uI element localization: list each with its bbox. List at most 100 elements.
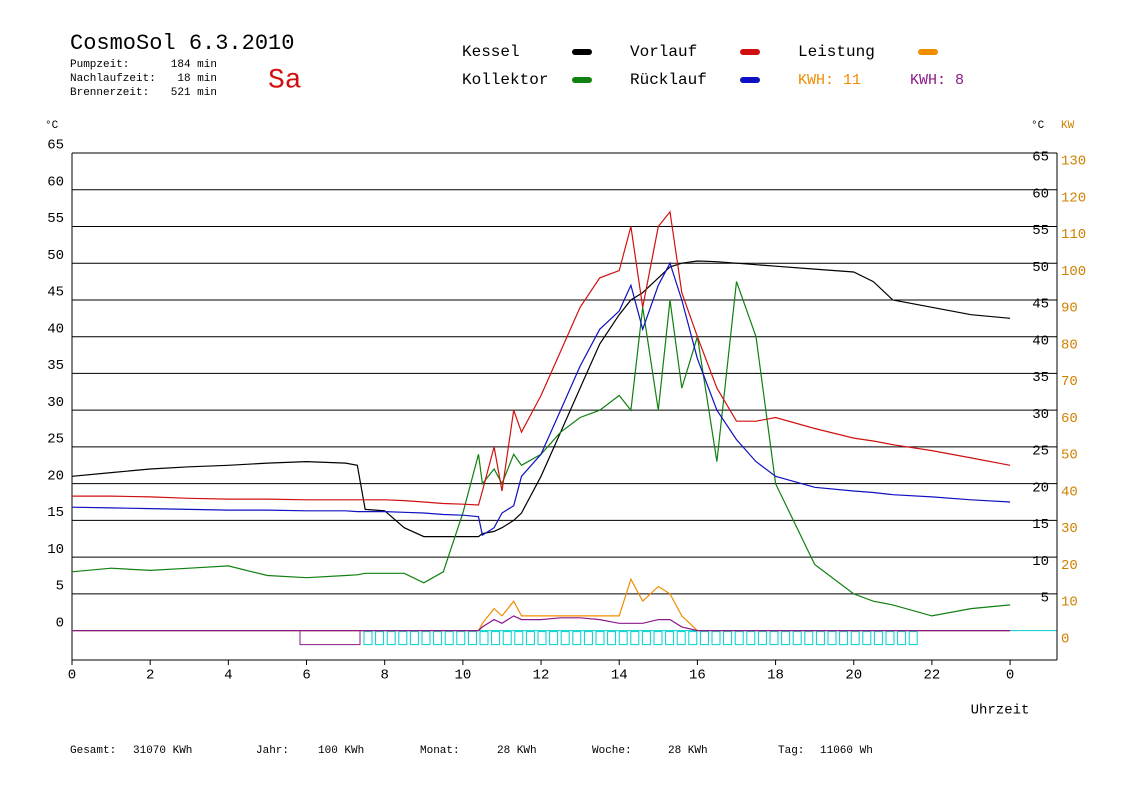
- y-right-tick-label: 25: [1032, 444, 1049, 460]
- series-line: [72, 577, 1011, 632]
- y-right-tick-label: 20: [1032, 480, 1049, 496]
- pump-indicator: [398, 631, 408, 646]
- y2-tick-label: 0: [1061, 631, 1069, 647]
- y2-tick-label: 90: [1061, 301, 1078, 317]
- x-tick-label: 10: [454, 668, 471, 684]
- y-tick-label: 25: [47, 432, 64, 448]
- pump-indicator: [699, 631, 709, 646]
- legend-label: Rücklauf: [630, 71, 707, 89]
- total-label: Woche:: [592, 745, 632, 757]
- pump-indicator: [525, 631, 535, 646]
- y-right-tick-label: 60: [1032, 186, 1049, 202]
- pump-indicator: [908, 631, 918, 646]
- y-tick-label: 40: [47, 321, 64, 337]
- pump-indicator: [862, 631, 872, 646]
- x-tick-label: 4: [224, 668, 232, 684]
- y2-tick-label: 60: [1061, 411, 1078, 427]
- y2-tick-label: 40: [1061, 484, 1078, 500]
- chart-title: CosmoSol 6.3.2010: [70, 31, 294, 56]
- legend-swatch: [572, 77, 592, 83]
- pump-indicator: [897, 631, 907, 646]
- pump-indicator: [421, 631, 431, 646]
- pump-indicator: [711, 631, 721, 646]
- run-time-label: Pumpzeit:: [70, 59, 129, 71]
- y-axis-unit-right: °C: [1031, 120, 1045, 132]
- y2-tick-label: 50: [1061, 448, 1078, 464]
- pump-indicator: [653, 631, 663, 646]
- x-tick-label: 8: [380, 668, 388, 684]
- run-time-value: 18 min: [177, 73, 217, 85]
- pump-indicator: [781, 631, 791, 646]
- y-tick-label: 5: [56, 579, 64, 595]
- kwh-label: KWH: 8: [910, 72, 964, 89]
- series-line: [71, 260, 1011, 538]
- series-line: [71, 281, 1011, 617]
- y-tick-label: 10: [47, 542, 64, 558]
- y-tick-label: 55: [47, 211, 64, 227]
- pump-indicator: [479, 631, 489, 646]
- x-tick-label: 0: [1006, 668, 1014, 684]
- series-line: [72, 210, 1011, 506]
- y-tick-label: 65: [47, 138, 64, 154]
- x-tick-label: 2: [146, 668, 154, 684]
- pump-indicator: [815, 631, 825, 646]
- pump-indicator: [757, 631, 767, 646]
- y-tick-label: 60: [47, 174, 64, 190]
- y-tick-label: 15: [47, 505, 64, 521]
- pump-indicator: [583, 631, 593, 646]
- pump-indicator: [444, 631, 454, 646]
- total-value: 28 KWh: [497, 745, 537, 757]
- total-label: Gesamt:: [70, 745, 116, 757]
- legend-swatch: [572, 49, 592, 55]
- y2-tick-label: 80: [1061, 337, 1078, 353]
- pump-indicator: [688, 631, 698, 646]
- total-value: 31070 KWh: [133, 745, 192, 757]
- y-right-tick-label: 30: [1032, 407, 1049, 423]
- y-tick-label: 30: [47, 395, 64, 411]
- legend-label: Kessel: [462, 43, 520, 61]
- total-label: Jahr:: [256, 745, 289, 757]
- pump-indicator: [792, 631, 802, 646]
- pump-indicator: [885, 631, 895, 646]
- y2-tick-label: 100: [1061, 264, 1086, 280]
- pump-indicator: [746, 631, 756, 646]
- y-right-tick-label: 15: [1032, 517, 1049, 533]
- y-tick-label: 0: [56, 615, 64, 631]
- x-tick-label: 6: [302, 668, 310, 684]
- pump-indicator: [769, 631, 779, 646]
- pump-indicator: [502, 631, 512, 646]
- pump-indicator: [467, 631, 477, 646]
- pump-indicator: [549, 631, 559, 646]
- kwh-label: KWH: 11: [798, 72, 861, 89]
- y2-tick-label: 10: [1061, 595, 1078, 611]
- x-tick-label: 22: [924, 668, 941, 684]
- pump-indicator: [723, 631, 733, 646]
- y2-tick-label: 20: [1061, 558, 1078, 574]
- pump-indicator: [827, 631, 837, 646]
- pump-indicator: [491, 631, 501, 646]
- run-time-label: Brennerzeit:: [70, 87, 149, 99]
- pump-indicator: [456, 631, 466, 646]
- x-tick-label: 16: [689, 668, 706, 684]
- y-tick-label: 45: [47, 285, 64, 301]
- pump-indicator: [804, 631, 814, 646]
- y2-tick-label: 120: [1061, 190, 1086, 206]
- legend-label: Leistung: [798, 43, 875, 61]
- y2-axis-unit: KW: [1061, 120, 1075, 132]
- total-value: 28 KWh: [668, 745, 708, 757]
- pump-indicator: [618, 631, 628, 646]
- y2-tick-label: 30: [1061, 521, 1078, 537]
- x-tick-label: 14: [611, 668, 628, 684]
- pump-indicator: [375, 631, 385, 646]
- y-axis-unit: °C: [45, 120, 59, 132]
- y-right-tick-label: 10: [1032, 554, 1049, 570]
- y-right-tick-label: 65: [1032, 150, 1049, 166]
- y-right-tick-label: 35: [1032, 370, 1049, 386]
- pump-indicator: [363, 631, 373, 646]
- legend-swatch: [740, 77, 760, 83]
- x-tick-label: 20: [845, 668, 862, 684]
- total-label: Tag:: [778, 745, 804, 757]
- pump-indicator: [386, 631, 396, 646]
- y-tick-label: 35: [47, 358, 64, 374]
- pump-indicator: [537, 631, 547, 646]
